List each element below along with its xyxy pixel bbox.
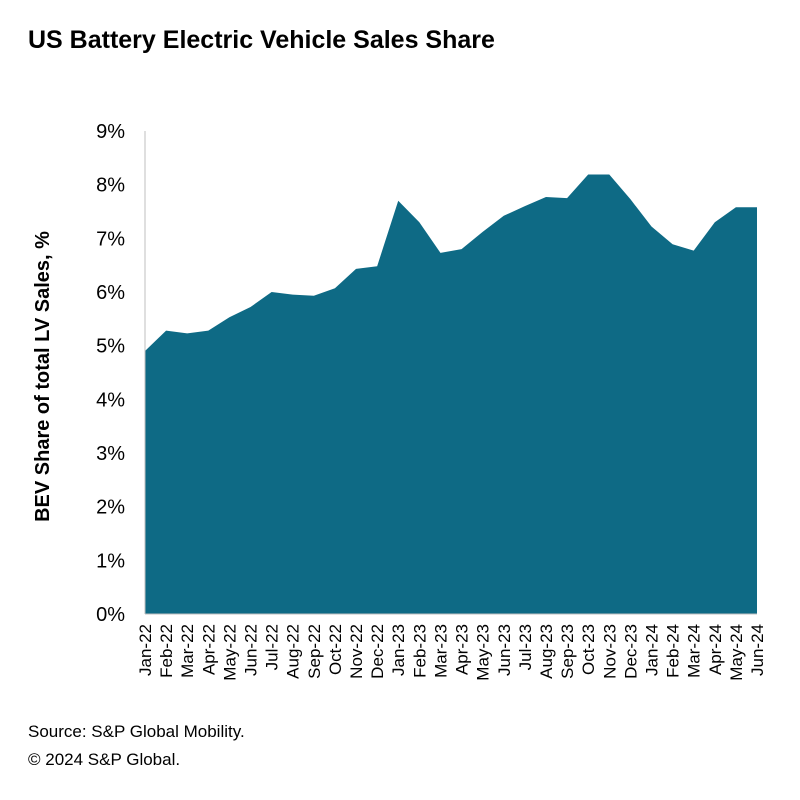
x-tick-label: Oct-22 — [326, 624, 345, 675]
x-tick-label: Dec-23 — [621, 624, 640, 679]
x-tick-label: Jul-22 — [263, 624, 282, 670]
x-tick-label: May-23 — [474, 624, 493, 681]
x-tick-label: Feb-23 — [410, 624, 429, 678]
x-tick-label: Apr-24 — [706, 624, 725, 675]
x-tick-label: Jan-22 — [136, 624, 155, 676]
x-tick-label: Feb-22 — [157, 624, 176, 678]
x-tick-label: Oct-23 — [579, 624, 598, 675]
y-axis-label: BEV Share of total LV Sales, % — [32, 231, 54, 522]
y-tick-label: 9% — [96, 121, 125, 143]
y-tick-label: 1% — [96, 550, 125, 572]
y-tick-label: 3% — [96, 443, 125, 465]
y-tick-label: 6% — [96, 282, 125, 304]
x-tick-label: May-24 — [727, 624, 746, 681]
x-tick-label: Apr-23 — [453, 624, 472, 675]
y-tick-label: 5% — [96, 336, 125, 358]
y-tick-label: 2% — [96, 497, 125, 519]
x-tick-label: Aug-23 — [537, 624, 556, 679]
x-tick-label: Nov-23 — [600, 624, 619, 679]
x-tick-label: Mar-24 — [685, 624, 704, 678]
x-tick-label: Sep-23 — [558, 624, 577, 679]
source-note: Source: S&P Global Mobility. — [28, 722, 245, 741]
y-tick-label: 0% — [96, 604, 125, 626]
x-tick-label: Sep-22 — [305, 624, 324, 679]
y-tick-label: 4% — [96, 389, 125, 411]
x-tick-label: Nov-22 — [347, 624, 366, 679]
y-tick-label: 7% — [96, 228, 125, 250]
x-tick-label: Dec-22 — [368, 624, 387, 679]
x-tick-label: Jul-23 — [516, 624, 535, 670]
bev-share-area — [145, 174, 757, 614]
x-tick-label: May-22 — [220, 624, 239, 681]
x-tick-label: Apr-22 — [199, 624, 218, 675]
copyright-note: © 2024 S&P Global. — [28, 750, 181, 769]
x-tick-label: Jan-23 — [389, 624, 408, 676]
y-tick-label: 8% — [96, 175, 125, 197]
x-tick-label: Feb-24 — [664, 624, 683, 678]
x-tick-label: Jun-23 — [495, 624, 514, 676]
x-tick-label: Jan-24 — [642, 624, 661, 676]
x-tick-label: Jun-22 — [242, 624, 261, 676]
x-tick-label: Jun-24 — [748, 624, 767, 676]
x-tick-label: Mar-22 — [178, 624, 197, 678]
chart-title: US Battery Electric Vehicle Sales Share — [28, 26, 495, 54]
x-tick-label: Aug-22 — [284, 624, 303, 679]
x-tick-label: Mar-23 — [431, 624, 450, 678]
